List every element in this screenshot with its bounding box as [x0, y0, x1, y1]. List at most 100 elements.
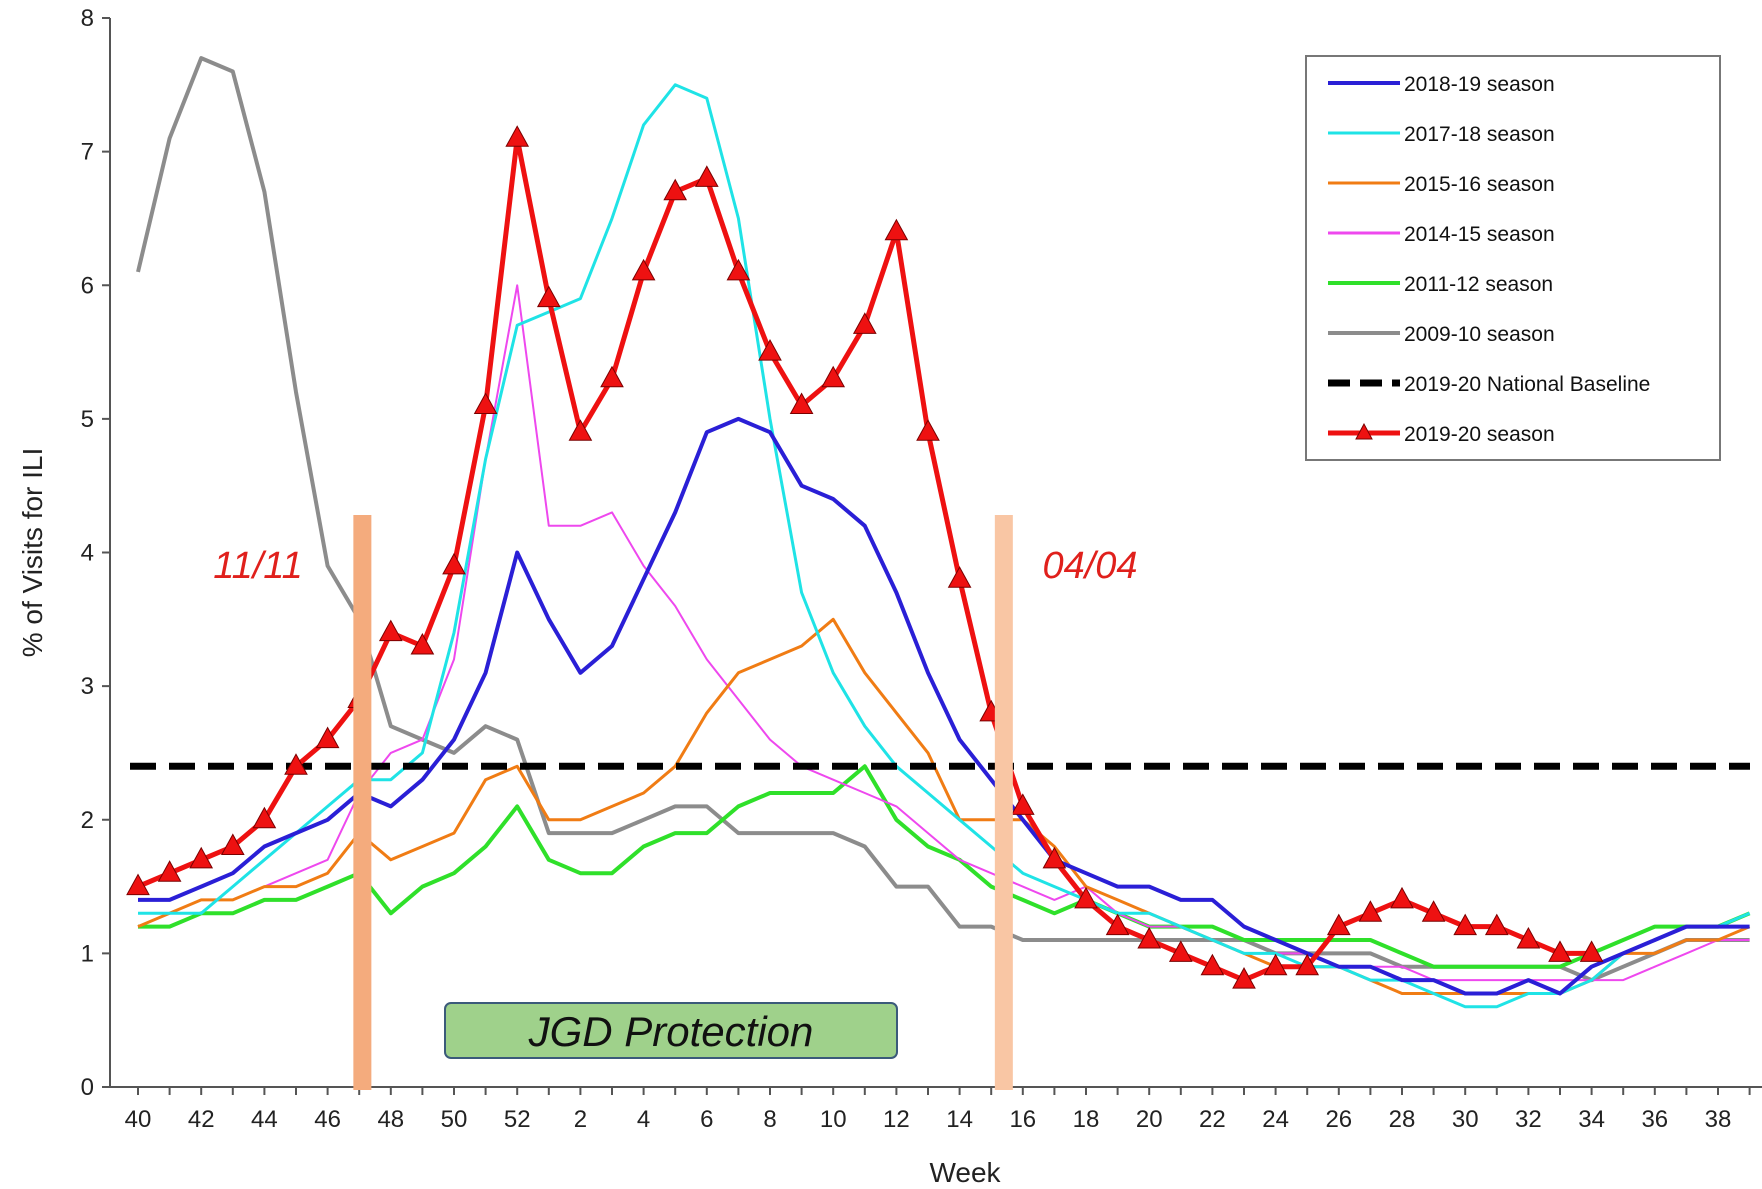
series-point-201920 — [789, 392, 814, 415]
series-point-201920 — [1390, 886, 1414, 909]
series-point-201920 — [284, 753, 308, 775]
y-tick-label: 8 — [81, 5, 94, 32]
series-point-201920 — [536, 285, 561, 308]
series-point-201920 — [1295, 953, 1320, 976]
series-point-201920 — [1516, 926, 1541, 949]
series-point-201920 — [568, 419, 593, 441]
series-point-201920 — [821, 365, 846, 388]
series-point-201920 — [252, 806, 277, 829]
protection-label: JGD Protection — [528, 1008, 814, 1055]
legend-label: 2017-18 season — [1404, 123, 1555, 146]
series-point-201920 — [1421, 900, 1446, 922]
series-point-201920 — [505, 125, 530, 147]
x-tick-label: 20 — [1136, 1106, 1163, 1133]
series-point-201920 — [631, 258, 656, 281]
x-tick-label: 2 — [574, 1106, 587, 1133]
legend-label: 2018-19 season — [1404, 73, 1555, 96]
series-point-201920 — [1010, 793, 1035, 815]
x-tick-label: 48 — [377, 1106, 404, 1133]
x-tick-label: 30 — [1452, 1106, 1479, 1133]
x-tick-label: 6 — [700, 1106, 713, 1133]
legend-box — [1305, 55, 1721, 461]
y-tick-label: 3 — [81, 673, 94, 700]
legend-label: 2019-20 National Baseline — [1404, 373, 1650, 396]
series-point-201920 — [852, 312, 877, 334]
x-tick-label: 16 — [1009, 1106, 1036, 1133]
y-tick-label: 4 — [81, 540, 94, 567]
protection-box — [444, 1002, 898, 1059]
series-point-201920 — [694, 165, 719, 187]
legend-marker — [1355, 422, 1373, 440]
series-point-201920 — [916, 419, 940, 441]
series-point-201920 — [1232, 967, 1256, 989]
x-tick-label: 34 — [1578, 1106, 1605, 1133]
series-point-201920 — [1484, 913, 1509, 936]
y-tick-label: 6 — [81, 272, 94, 299]
x-tick-label: 10 — [820, 1106, 847, 1133]
series-point-201920 — [1042, 846, 1067, 869]
series-point-201920 — [1358, 900, 1383, 922]
x-axis-title: Week — [929, 1157, 1001, 1188]
series-point-201920 — [1074, 886, 1098, 909]
annotation-start-date: 11/11 — [213, 545, 302, 587]
series-point-201920 — [1326, 913, 1351, 936]
series-point-201920 — [378, 619, 403, 642]
x-tick-label: 36 — [1641, 1106, 1668, 1133]
vertical-marker-2 — [994, 515, 1013, 1090]
series-point-201920 — [758, 339, 782, 361]
x-tick-label: 38 — [1705, 1106, 1732, 1133]
x-tick-label: 24 — [1262, 1106, 1289, 1133]
legend-label: 2009-10 season — [1404, 323, 1555, 346]
x-tick-label: 4 — [637, 1106, 650, 1133]
y-tick-label: 0 — [81, 1074, 94, 1101]
series-line-201112 — [138, 764, 1751, 969]
x-tick-label: 42 — [188, 1106, 215, 1133]
series-point-201920 — [600, 365, 624, 388]
series-point-201920 — [1200, 953, 1225, 976]
vertical-marker-1 — [353, 515, 372, 1090]
series-line-201415 — [137, 284, 1750, 982]
series-point-201920 — [1105, 913, 1130, 936]
x-tick-label: 14 — [946, 1106, 973, 1133]
legend-label: 2014-15 season — [1404, 223, 1555, 246]
series-point-201920 — [947, 566, 972, 588]
x-tick-label: 26 — [1325, 1106, 1352, 1133]
series-point-201920 — [1548, 940, 1572, 962]
y-tick-label: 1 — [81, 940, 94, 967]
y-tick-label: 2 — [81, 807, 94, 834]
x-tick-label: 18 — [1073, 1106, 1100, 1133]
x-tick-label: 28 — [1389, 1106, 1416, 1133]
series-point-201920 — [1137, 926, 1162, 949]
series-point-201920 — [157, 860, 182, 882]
y-tick-label: 7 — [81, 139, 94, 166]
series-line-201819 — [138, 416, 1750, 996]
y-axis-title: % of Visits for ILI — [17, 448, 48, 658]
x-tick-label: 50 — [441, 1106, 468, 1133]
x-tick-label: 52 — [504, 1106, 531, 1133]
series-point-201920 — [884, 218, 909, 241]
series-point-201920 — [726, 258, 751, 281]
series-point-201920 — [663, 178, 688, 201]
series-point-201920 — [410, 632, 435, 655]
series-point-201920 — [1168, 940, 1193, 962]
series-point-201920 — [1453, 913, 1478, 936]
legend-label: 2019-20 season — [1404, 423, 1555, 446]
y-tick-label: 5 — [81, 406, 94, 433]
x-tick-label: 40 — [125, 1106, 152, 1133]
x-tick-label: 32 — [1515, 1106, 1542, 1133]
x-tick-label: 22 — [1199, 1106, 1226, 1133]
x-tick-label: 46 — [314, 1106, 341, 1133]
x-tick-label: 8 — [763, 1106, 776, 1133]
series-point-201920 — [220, 833, 245, 855]
annotation-end-date: 04/04 — [1042, 545, 1137, 587]
series-point-201920 — [189, 846, 214, 869]
series-point-201920 — [1579, 940, 1604, 962]
legend-label: 2011-12 season — [1404, 273, 1553, 296]
series-point-201920 — [473, 392, 498, 415]
series-point-201920 — [126, 873, 150, 896]
x-tick-label: 44 — [251, 1106, 278, 1133]
series-point-201920 — [442, 552, 466, 575]
x-tick-label: 12 — [883, 1106, 910, 1133]
